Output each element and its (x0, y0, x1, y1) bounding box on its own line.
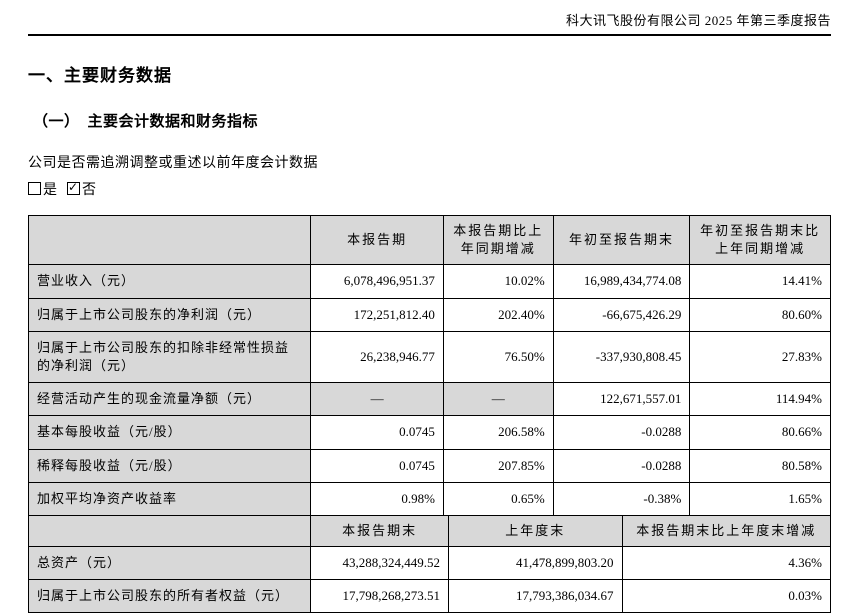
restatement-options: 是否 (28, 179, 831, 199)
value-cell-dash: — (310, 382, 444, 417)
value-cell: -337,930,808.45 (552, 330, 691, 384)
value-cell: 80.58% (689, 448, 831, 483)
value-cell: 10.02% (442, 264, 554, 299)
value-cell: 202.40% (442, 297, 554, 332)
value-cell: 80.60% (689, 297, 831, 332)
row-label-cell: 加权平均净资产收益率 (27, 481, 312, 516)
value-cell: -66,675,426.29 (552, 297, 691, 332)
value-cell: 43,288,324,449.52 (310, 546, 449, 581)
row-label-cell: 经营活动产生的现金流量净额（元） (27, 382, 312, 417)
value-cell: 0.98% (310, 481, 444, 516)
value-cell: -0.0288 (552, 415, 691, 450)
option-no-label: 否 (82, 183, 96, 198)
table-row-net-profit: 归属于上市公司股东的净利润（元） 172,251,812.40 202.40% … (27, 297, 831, 332)
row-label-cell: 归属于上市公司股东的净利润（元） (27, 297, 312, 332)
option-yes-label: 是 (43, 183, 57, 198)
report-header-title: 科大讯飞股份有限公司 2025 年第三季度报告 (565, 13, 831, 28)
value-cell: 0.65% (442, 481, 554, 516)
value-cell: 26,238,946.77 (310, 330, 444, 384)
col-header-ytd-yoy-change: 年初至报告期末比上年同期增减 (689, 214, 831, 266)
table-row-weighted-avg-roe: 加权平均净资产收益率 0.98% 0.65% -0.38% 1.65% (27, 481, 831, 516)
corner-header-cell (27, 214, 312, 266)
table-row-operating-cash-flow: 经营活动产生的现金流量净额（元） — — 122,671,557.01 114.… (27, 382, 831, 417)
checkbox-checked-icon (67, 180, 80, 195)
value-cell: 0.0745 (310, 415, 444, 450)
value-cell: 17,798,268,273.51 (310, 579, 449, 613)
row-label-cell: 归属于上市公司股东的所有者权益（元） (27, 579, 312, 613)
table-row-net-profit-excl-nonrecurring: 归属于上市公司股东的扣除非经常性损益的净利润（元） 26,238,946.77 … (27, 330, 831, 384)
financial-data-table-period: 本报告期 本报告期比上年同期增减 年初至报告期末 年初至报告期末比上年同期增减 … (27, 214, 831, 516)
table-header-row: 本报告期 本报告期比上年同期增减 年初至报告期末 年初至报告期末比上年同期增减 (27, 214, 831, 266)
value-cell: 0.03% (621, 579, 832, 613)
col-header-end-of-period: 本报告期末 (310, 515, 449, 548)
col-header-period-yoy-change: 本报告期比上年同期增减 (442, 214, 554, 266)
value-cell-dash: — (442, 382, 554, 417)
col-header-current-period: 本报告期 (310, 214, 444, 266)
row-label-cell: 基本每股收益（元/股） (27, 415, 312, 450)
header-divider (28, 34, 831, 36)
restatement-question: 公司是否需追溯调整或重述以前年度会计数据 (28, 156, 318, 171)
value-cell: 1.65% (689, 481, 831, 516)
value-cell: 41,478,899,803.20 (447, 546, 623, 581)
value-cell: 0.0745 (310, 448, 444, 483)
table-row-diluted-eps: 稀释每股收益（元/股） 0.0745 207.85% -0.0288 80.58… (27, 448, 831, 483)
section-heading-sub: （一） 主要会计数据和财务指标 (33, 113, 259, 130)
row-label-cell: 归属于上市公司股东的扣除非经常性损益的净利润（元） (27, 330, 312, 384)
value-cell: 207.85% (442, 448, 554, 483)
value-cell: -0.38% (552, 481, 691, 516)
table-row-revenue: 营业收入（元） 6,078,496,951.37 10.02% 16,989,4… (27, 264, 831, 299)
section-heading-main: 一、主要财务数据 (28, 66, 172, 85)
row-label-cell: 营业收入（元） (27, 264, 312, 299)
value-cell: 27.83% (689, 330, 831, 384)
table-row-basic-eps: 基本每股收益（元/股） 0.0745 206.58% -0.0288 80.66… (27, 415, 831, 450)
table-row-total-assets: 总资产（元） 43,288,324,449.52 41,478,899,803.… (27, 546, 832, 581)
table-row-equity-attributable-to-shareholders: 归属于上市公司股东的所有者权益（元） 17,798,268,273.51 17,… (27, 579, 832, 613)
value-cell: 14.41% (689, 264, 831, 299)
value-cell: 17,793,386,034.67 (447, 579, 623, 613)
value-cell: -0.0288 (552, 448, 691, 483)
value-cell: 122,671,557.01 (552, 382, 691, 417)
value-cell: 206.58% (442, 415, 554, 450)
col-header-change-vs-prior-year-end: 本报告期末比上年度末增减 (621, 515, 832, 548)
corner-header-cell (27, 515, 312, 548)
value-cell: 172,251,812.40 (310, 297, 444, 332)
financial-data-table-period-end: 本报告期末 上年度末 本报告期末比上年度末增减 总资产（元） 43,288,32… (27, 515, 832, 613)
row-label-cell: 总资产（元） (27, 546, 312, 581)
value-cell: 16,989,434,774.08 (552, 264, 691, 299)
checkbox-unchecked-icon (28, 182, 41, 195)
table-header-row: 本报告期末 上年度末 本报告期末比上年度末增减 (27, 515, 832, 548)
value-cell: 4.36% (621, 546, 832, 581)
value-cell: 114.94% (689, 382, 831, 417)
value-cell: 76.50% (442, 330, 554, 384)
col-header-ytd: 年初至报告期末 (552, 214, 691, 266)
col-header-end-of-prior-year: 上年度末 (447, 515, 623, 548)
value-cell: 80.66% (689, 415, 831, 450)
value-cell: 6,078,496,951.37 (310, 264, 444, 299)
row-label-cell: 稀释每股收益（元/股） (27, 448, 312, 483)
